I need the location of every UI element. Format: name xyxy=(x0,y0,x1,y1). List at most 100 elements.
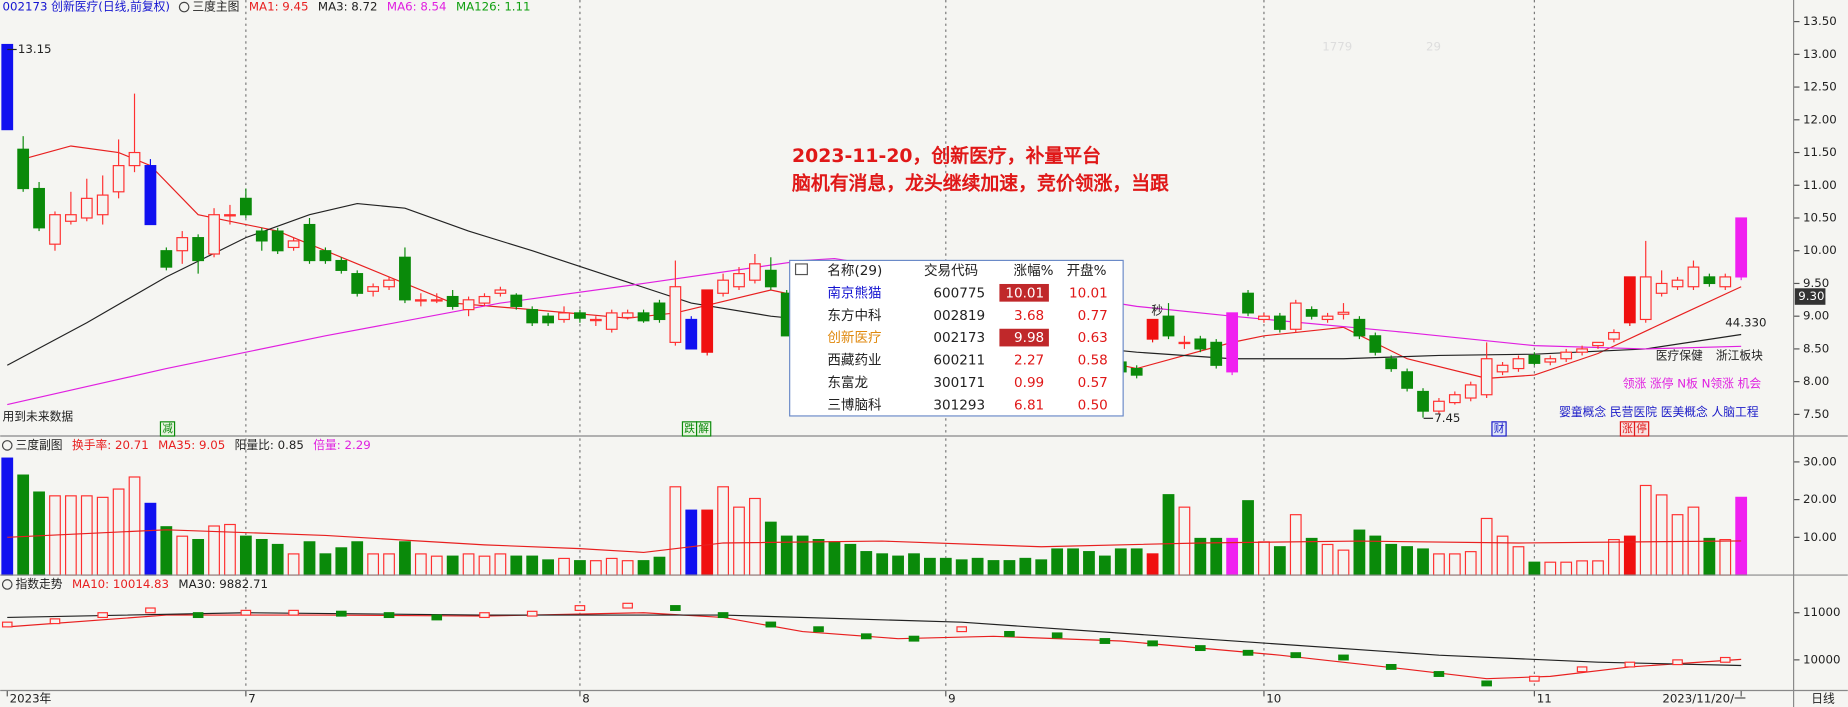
badge xyxy=(999,328,1049,347)
y-tick-label: 10.50 xyxy=(1803,210,1837,224)
candle-body xyxy=(160,250,173,268)
candle-body xyxy=(128,151,141,167)
volume-bar xyxy=(1003,560,1016,576)
volume-bar xyxy=(1592,560,1604,576)
index-candle xyxy=(1147,640,1158,647)
volume-bar xyxy=(494,553,507,576)
volume-bar xyxy=(1448,553,1461,576)
x-tick-label: 9 xyxy=(948,691,956,705)
index-candle xyxy=(1385,663,1397,670)
index-candle xyxy=(1290,652,1302,659)
index-candle xyxy=(288,609,299,616)
candle-body xyxy=(669,286,682,343)
candle-body xyxy=(287,240,300,249)
index-candle xyxy=(49,618,61,625)
volume-bar xyxy=(1369,535,1382,576)
volume-bar xyxy=(1067,548,1079,576)
candle-body xyxy=(1401,371,1414,389)
candle-body xyxy=(637,312,650,322)
volume-bar xyxy=(605,557,618,576)
candle-body xyxy=(605,312,618,330)
y-tick-label: 8.00 xyxy=(1803,374,1829,388)
volume-bar xyxy=(1083,551,1095,576)
candle-body xyxy=(494,289,507,294)
markers: 减 跌 解 财 涨 停 xyxy=(159,421,1650,437)
candle-body xyxy=(1146,318,1159,340)
volume-bar xyxy=(844,543,857,576)
candle-body xyxy=(239,197,252,216)
candle-body xyxy=(621,312,634,319)
volume-bar xyxy=(1098,555,1111,576)
legend-entry: MA30: 9882.71 xyxy=(178,577,268,591)
legend-entry: MA126: 1.11 xyxy=(456,0,531,14)
candle-body xyxy=(1433,400,1445,412)
y-tick-label: 7.50 xyxy=(1803,407,1829,421)
volume-bar xyxy=(1273,546,1286,576)
candle-body xyxy=(1608,331,1620,340)
title-icon xyxy=(178,1,190,13)
index-candle xyxy=(1624,661,1636,668)
candle-body xyxy=(430,299,443,302)
volume-bar xyxy=(908,553,920,576)
volume-bar xyxy=(1671,514,1684,576)
volume-bar xyxy=(351,541,364,576)
legend-entry: 三度主图 xyxy=(192,0,239,14)
candle-body xyxy=(208,214,220,255)
volume-bar xyxy=(176,535,189,576)
legend-entry: 阳量比: 0.85 xyxy=(235,438,304,452)
index-candle xyxy=(479,612,490,619)
volume-bar xyxy=(1162,494,1175,576)
high-label: 13.15 xyxy=(18,42,52,56)
index-candle xyxy=(1672,659,1683,666)
volume-bar xyxy=(1576,560,1588,576)
popup-frame xyxy=(789,259,1124,417)
open-pct: 0.57 xyxy=(1078,375,1108,391)
y-tick-label: 30.00 xyxy=(1803,454,1837,468)
volume-bar xyxy=(876,553,889,576)
note: 29 xyxy=(1426,40,1441,54)
candle-body xyxy=(1448,394,1461,404)
main-header: 002173 创新医疗(日线,前复权) 三度主图 MA1: 9.45 MA3: 8.7… xyxy=(3,0,531,14)
candle-body xyxy=(1703,276,1716,285)
index-candle xyxy=(431,614,443,621)
volume-bar xyxy=(717,486,729,576)
index-candle xyxy=(908,635,920,642)
candle-body xyxy=(1,43,14,131)
candle-body xyxy=(1687,266,1700,288)
index-candle xyxy=(97,612,109,619)
volume-bar xyxy=(335,547,348,576)
ma-line xyxy=(6,202,1742,366)
volume-bar xyxy=(271,543,284,576)
volume-bar xyxy=(971,557,984,576)
candle-body xyxy=(1671,279,1684,288)
y-tick-label: 13.00 xyxy=(1803,47,1837,61)
annotation: 脑机有消息，龙头继续加速，竞价领涨，当跟 xyxy=(791,171,1169,194)
volume-bar xyxy=(1035,559,1048,576)
volume-bar xyxy=(303,541,316,576)
index-candle xyxy=(1576,666,1588,673)
volume-bar xyxy=(1512,546,1525,576)
stock-popup[interactable]: 名称(29) 交易代码 涨幅% 开盘% 南京熊猫 600775 10.01 10.01… xyxy=(789,259,1124,417)
candle-body xyxy=(49,214,61,245)
index-candle xyxy=(860,633,872,640)
volume-bar xyxy=(319,553,332,576)
change-pct: 0.99 xyxy=(1014,375,1044,391)
index-candle xyxy=(813,626,824,633)
x-tick-label: 10 xyxy=(1266,691,1281,705)
candle-body xyxy=(1258,315,1270,321)
open-pct: 10.01 xyxy=(1069,285,1108,301)
open-pct: 0.58 xyxy=(1078,353,1108,369)
marker: 减 xyxy=(162,423,173,435)
volume-bar xyxy=(1560,561,1573,576)
candle-body xyxy=(1464,384,1477,399)
note: 医疗保健 xyxy=(1656,348,1703,362)
volume-bar xyxy=(637,560,650,576)
candle-body xyxy=(446,295,459,307)
title-icon xyxy=(1,440,13,451)
stock-name: 西藏药业 xyxy=(827,353,881,369)
y-tick-label: 10000 xyxy=(1803,652,1840,666)
y-tick-label: 12.50 xyxy=(1803,80,1837,94)
index-candle xyxy=(1004,630,1015,637)
